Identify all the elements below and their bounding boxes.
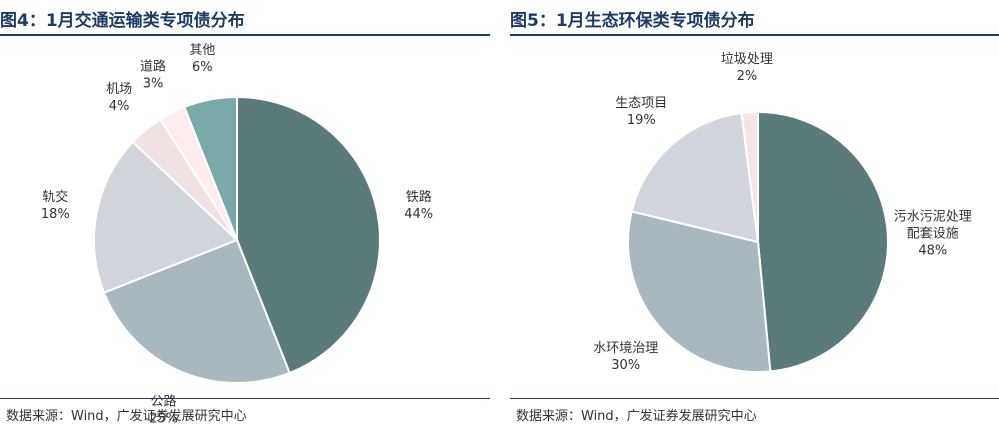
slice-label: 其他 — [189, 43, 215, 58]
slice-label: 铁路 — [406, 189, 432, 205]
slice-value-label: 3% — [143, 77, 164, 92]
pie-slice-其他 — [183, 95, 238, 241]
slice-label: 水环境治理 — [593, 341, 658, 356]
slice-label: 公路 — [151, 393, 177, 409]
pie-slice-生态项目 — [630, 111, 760, 244]
title-divider — [0, 34, 490, 36]
slice-label-group: 机场 4% — [106, 82, 132, 114]
slice-label-group: 其他 6% — [189, 43, 215, 75]
pie-slice-污水污泥处理配套设施 — [757, 110, 889, 373]
chart-title: 图4：1月交通运输类专项债分布 — [0, 11, 245, 31]
pie-slice-轨交 — [93, 140, 239, 294]
slice-value-label: 18% — [41, 207, 70, 222]
pie-slice-水环境治理 — [627, 210, 772, 373]
slice-label: 配套设施 — [907, 226, 959, 242]
slice-label-group: 道路 3% — [140, 59, 166, 92]
title-divider — [510, 34, 999, 36]
slice-value-label: 19% — [627, 113, 656, 128]
slice-value-label: 2% — [737, 69, 758, 84]
slice-label: 道路 — [140, 59, 166, 75]
slice-value-label: 25% — [149, 411, 178, 426]
slice-value-label: 4% — [109, 99, 130, 114]
slice-label: 轨交 — [42, 189, 68, 205]
slice-value-label: 30% — [611, 358, 640, 373]
slice-label: 污水污泥处理 — [894, 210, 972, 225]
slice-label: 生态项目 — [615, 96, 667, 111]
slice-label: 机场 — [106, 82, 132, 97]
slice-label: 垃圾处理 — [721, 52, 773, 67]
slice-value-label: 6% — [192, 60, 213, 75]
source-divider — [0, 398, 490, 399]
source-note: 数据来源：Wind，广发证券发展研究中心 — [516, 409, 757, 424]
slice-label-group: 垃圾处理 2% — [721, 52, 773, 84]
slice-label-group: 公路 25% — [149, 393, 178, 426]
slice-label-group: 水环境治理 30% — [593, 341, 658, 373]
slice-value-label: 48% — [918, 244, 947, 259]
chart-title: 图5：1月生态环保类专项债分布 — [510, 11, 755, 31]
slice-label-group: 生态项目 19% — [615, 96, 667, 128]
slice-label-group: 铁路 44% — [404, 189, 433, 222]
pie-slice-垃圾处理 — [740, 110, 759, 243]
source-note: 数据来源：Wind，广发证券发展研究中心 — [6, 409, 247, 424]
pie-slice-铁路 — [236, 95, 381, 375]
source-divider — [510, 398, 999, 399]
chart-panel-ecology: 图5：1月生态环保类专项债分布 污水污泥处理 配套设施 48% 水环境治理 30% 生态项… — [510, 0, 999, 437]
chart-panel-transport: 图4：1月交通运输类专项债分布 铁路 44% 公路 25% 轨交 18% 机场 4% 道路 3% 其… — [0, 0, 490, 437]
pie-slice-公路 — [102, 238, 291, 384]
slice-value-label: 44% — [404, 207, 433, 222]
pie-chart-transport: 铁路 44% 公路 25% 轨交 18% 机场 4% 道路 3% 其他 6% — [41, 43, 433, 427]
slice-label-group: 轨交 18% — [41, 189, 70, 222]
